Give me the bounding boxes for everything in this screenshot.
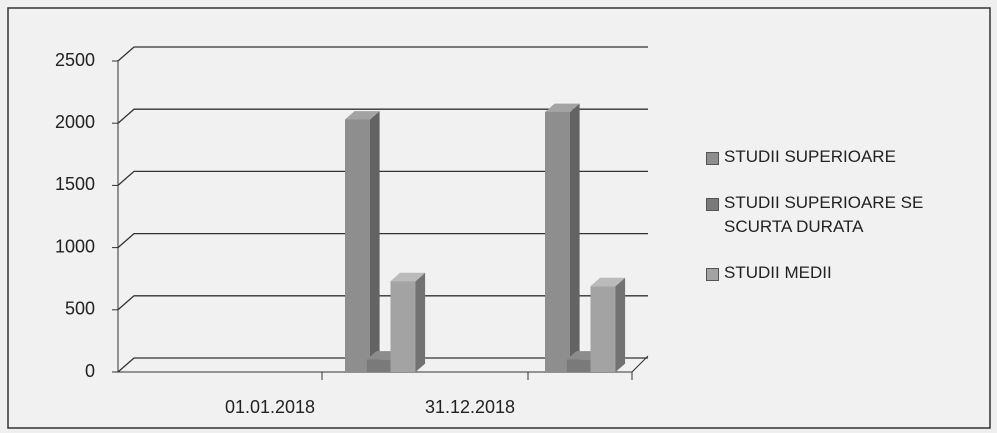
bar-top (545, 103, 580, 113)
y-tick-label: 0 (85, 361, 95, 381)
legend: STUDII SUPERIOARE STUDII SUPERIOARE SE SC… (706, 145, 976, 307)
grid-line (117, 232, 648, 249)
floor-edge (631, 355, 649, 373)
y-tick-label: 2500 (55, 50, 95, 70)
x-tick-label: 01.01.2018 (225, 397, 315, 417)
bar (545, 103, 580, 372)
bar (345, 111, 380, 373)
bar (590, 277, 626, 372)
bar-front (545, 112, 570, 372)
y-tick-label: 2000 (55, 112, 95, 132)
legend-label: STUDII MEDII (724, 263, 832, 282)
y-tick-label: 500 (65, 299, 95, 319)
bar-side (615, 277, 626, 372)
grid-line (117, 170, 648, 186)
bar-front (345, 119, 370, 372)
y-tick-label: 1500 (55, 174, 95, 194)
bar-side (415, 272, 426, 372)
bar-top (345, 111, 380, 120)
bar-side (570, 103, 580, 372)
grid-line (117, 295, 648, 311)
legend-entry: STUDII SUPERIOARE SE SCURTA DURATA (706, 191, 976, 239)
legend-entry: STUDII SUPERIOARE (706, 145, 976, 169)
y-tick-label: 1000 (55, 236, 95, 256)
bar-front (366, 359, 392, 372)
bar-top (390, 272, 426, 282)
grid-line (117, 46, 648, 62)
bar (390, 272, 426, 372)
legend-swatch (706, 198, 719, 211)
bar-top (590, 277, 626, 287)
bar-front (566, 359, 592, 372)
bar-side (370, 111, 380, 373)
legend-entry: STUDII MEDII (706, 261, 976, 285)
legend-label: STUDII SUPERIOARE SE SCURTA DURATA (724, 193, 924, 236)
legend-swatch (706, 268, 719, 281)
bar-front (390, 281, 416, 372)
legend-swatch (706, 152, 719, 165)
bar-front (590, 286, 616, 372)
legend-label: STUDII SUPERIOARE (724, 147, 896, 166)
grid-line (117, 108, 648, 124)
grid-line (117, 357, 648, 373)
x-tick-label: 31.12.2018 (425, 397, 515, 417)
